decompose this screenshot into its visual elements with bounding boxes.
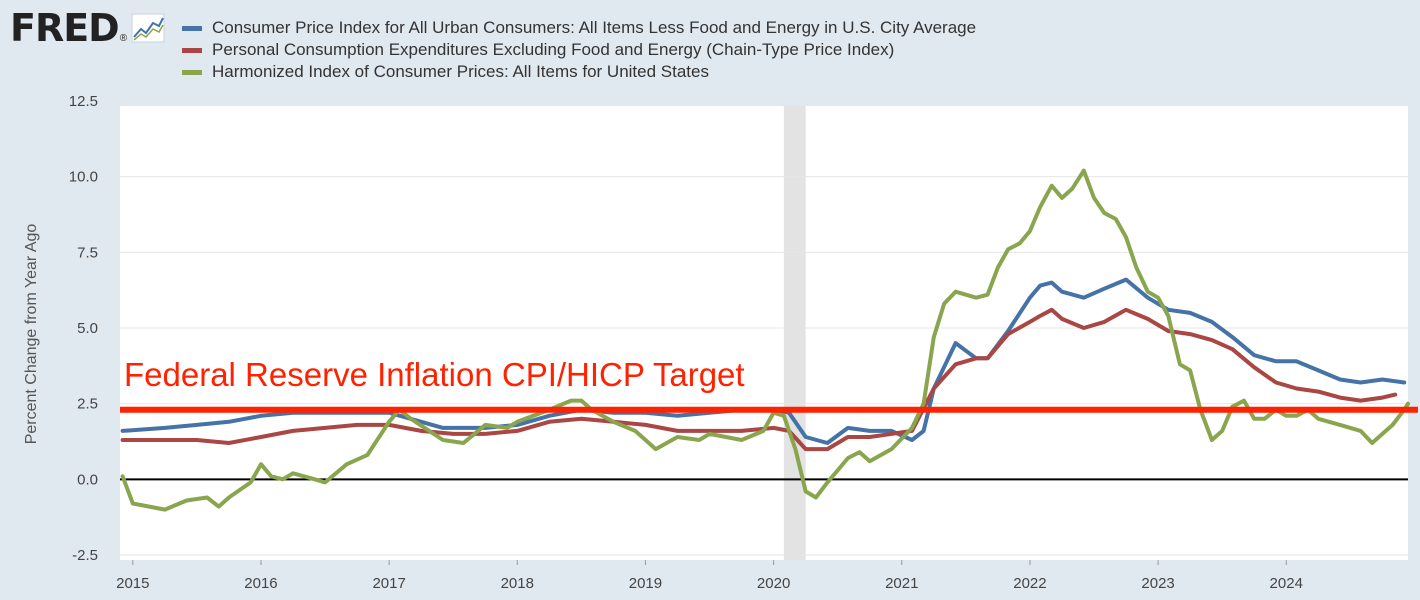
fred-logo[interactable]: FRED ® (10, 8, 165, 48)
series-line-pce (120, 307, 1398, 452)
legend-swatch (182, 25, 202, 31)
x-tick-label: 2023 (1141, 575, 1174, 592)
y-tick-label: 7.5 (77, 244, 98, 261)
legend-label: Consumer Price Index for All Urban Consu… (212, 18, 977, 37)
y-tick-label: 0.0 (77, 471, 98, 488)
legend-label: Harmonized Index of Consumer Prices: All… (212, 62, 709, 81)
plot-area (120, 106, 1408, 560)
fred-wordmark: FRED (10, 6, 120, 50)
x-tick-label: 2024 (1270, 575, 1303, 592)
y-tick-label: -2.5 (72, 547, 98, 564)
x-tick-label: 2018 (501, 575, 534, 592)
legend-swatch (182, 69, 202, 75)
legend-item-cpi[interactable]: Consumer Price Index for All Urban Consu… (182, 17, 976, 39)
y-tick-label: 5.0 (77, 320, 98, 337)
line-chart-icon (131, 13, 165, 43)
recession-band (783, 106, 806, 560)
x-tick-label: 2021 (885, 575, 918, 592)
x-tick-label: 2015 (116, 575, 149, 592)
legend-item-hicp[interactable]: Harmonized Index of Consumer Prices: All… (182, 61, 976, 83)
x-tick-label: 2020 (757, 575, 790, 592)
x-tick-label: 2016 (244, 575, 277, 592)
series-line-hicp (120, 168, 1410, 512)
y-tick-label: 12.5 (69, 93, 98, 110)
legend-swatch (182, 47, 202, 53)
y-tick-label: 2.5 (77, 396, 98, 413)
legend-item-pce[interactable]: Personal Consumption Expenditures Exclud… (182, 39, 976, 61)
x-tick-label: 2022 (1013, 575, 1046, 592)
inflation-target-label: Federal Reserve Inflation CPI/HICP Targe… (124, 356, 745, 393)
y-axis-label: Percent Change from Year Ago (23, 224, 40, 445)
x-tick-label: 2017 (372, 575, 405, 592)
legend-label: Personal Consumption Expenditures Exclud… (212, 40, 895, 59)
x-tick-label: 2019 (629, 575, 662, 592)
chart-legend: Consumer Price Index for All Urban Consu… (182, 17, 976, 83)
y-tick-label: 10.0 (69, 169, 98, 186)
registered-mark: ® (119, 33, 128, 44)
